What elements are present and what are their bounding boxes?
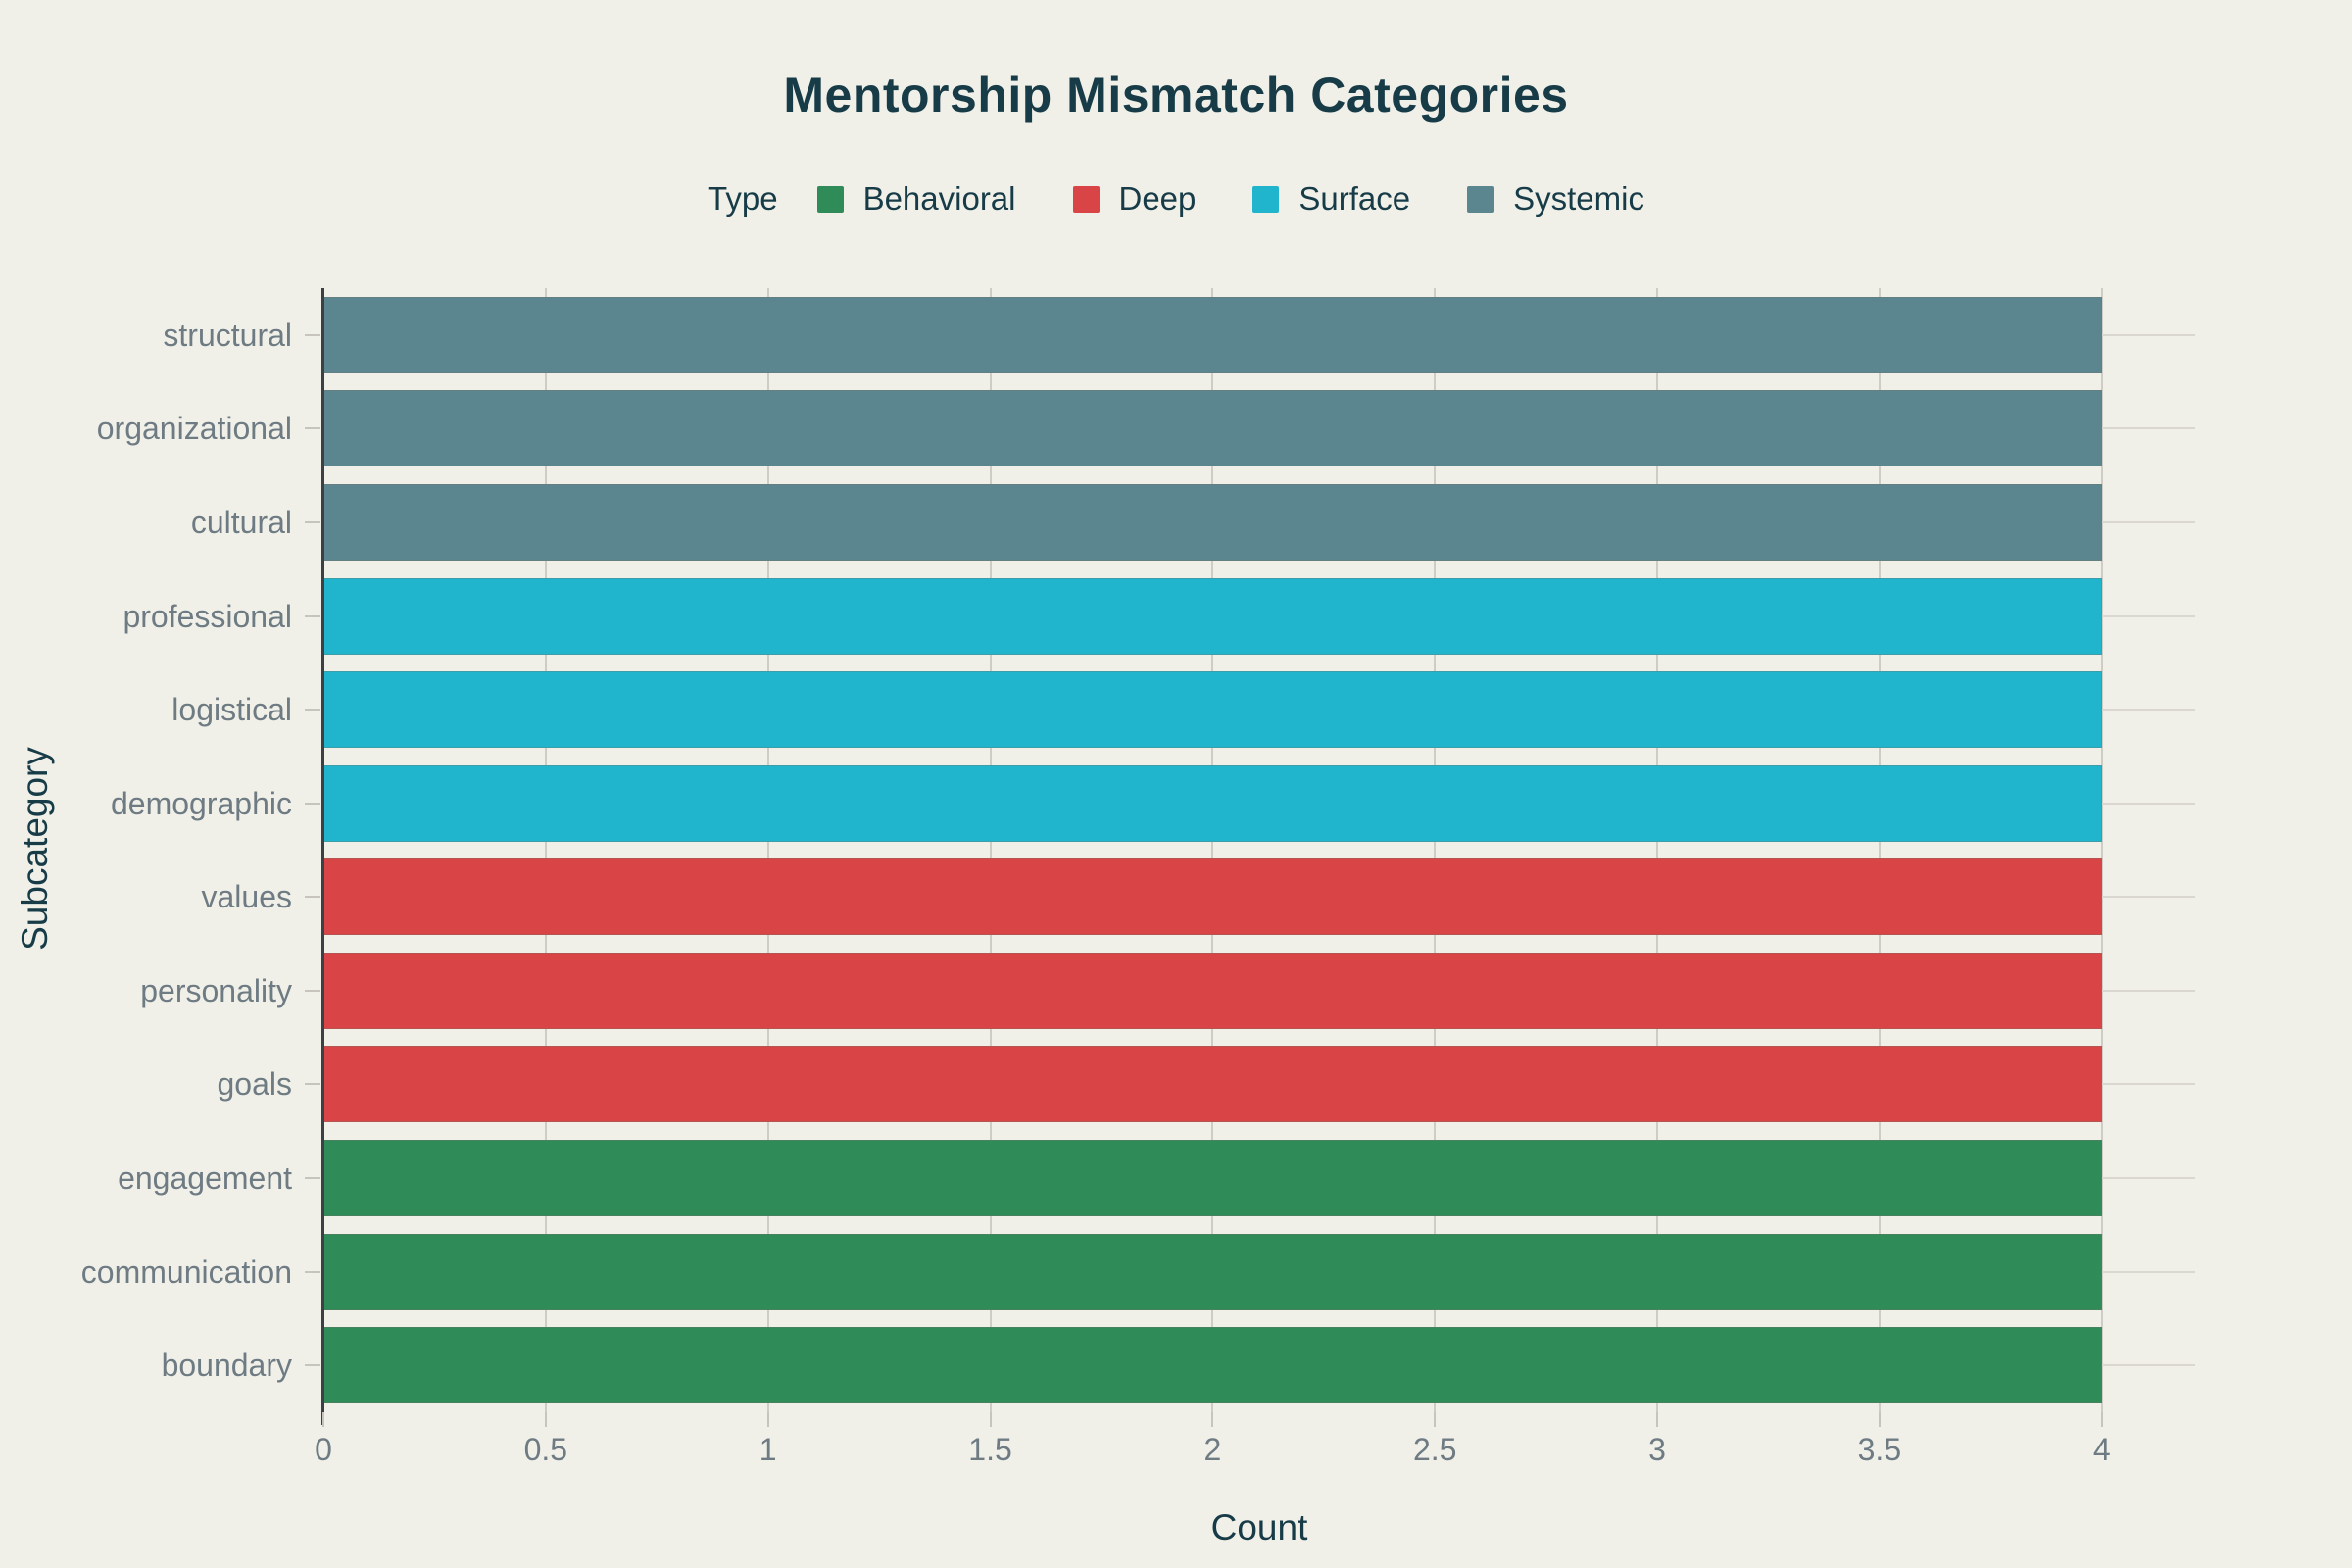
legend-item[interactable]: Deep	[1072, 180, 1197, 218]
y-tick-label: structural	[163, 317, 292, 353]
y-tick-label: professional	[122, 598, 292, 634]
x-gridline	[1211, 288, 1214, 1412]
chart-title: Mentorship Mismatch Categories	[783, 68, 1569, 122]
x-gridline	[2100, 288, 2103, 1412]
x-tick-mark	[2100, 1412, 2103, 1427]
y-tick-mark	[305, 1364, 320, 1367]
legend-item-label: Surface	[1298, 180, 1411, 217]
y-tick-mark	[305, 1270, 320, 1273]
y-tick-label: demographic	[111, 785, 292, 821]
bar[interactable]	[323, 577, 2102, 655]
y-axis-title: Subcategory	[15, 747, 55, 951]
x-gridline	[544, 288, 547, 1412]
bar[interactable]	[323, 1327, 2102, 1404]
x-tick-label: 3	[1648, 1432, 1666, 1467]
x-tick-label: 1.5	[968, 1432, 1012, 1467]
x-tick-label: 2.5	[1412, 1432, 1457, 1467]
y-tick-mark	[305, 1177, 320, 1180]
y-tick-label: values	[201, 879, 293, 915]
y-tick-label: communication	[80, 1253, 292, 1290]
x-tick-mark	[766, 1412, 769, 1427]
y-tick-mark	[305, 614, 320, 617]
x-tick-mark	[1878, 1412, 1881, 1427]
x-gridline	[1878, 288, 1881, 1412]
y-tick-label: personality	[140, 972, 292, 1008]
legend-swatch	[1072, 185, 1100, 213]
x-gridline	[1656, 288, 1659, 1412]
x-tick-label: 1	[759, 1432, 777, 1467]
bar[interactable]	[323, 952, 2102, 1029]
legend-swatch	[1467, 185, 1494, 213]
y-tick-label: goals	[217, 1066, 293, 1102]
y-tick-mark	[305, 427, 320, 430]
y-tick-mark	[305, 896, 320, 899]
legend-item[interactable]: Systemic	[1467, 180, 1644, 218]
bar[interactable]	[323, 1140, 2102, 1217]
legend-item[interactable]: Behavioral	[816, 180, 1016, 218]
y-tick-mark	[305, 709, 320, 711]
x-gridline	[1434, 288, 1437, 1412]
legend-swatch	[1252, 185, 1280, 213]
legend-item-label: Behavioral	[862, 180, 1016, 217]
x-axis-title: Count	[1210, 1507, 1308, 1547]
bar[interactable]	[323, 764, 2102, 842]
x-gridline	[766, 288, 769, 1412]
bar[interactable]	[323, 1233, 2102, 1310]
y-tick-label: logistical	[172, 692, 292, 728]
x-tick-label: 0	[315, 1432, 332, 1467]
x-tick-mark	[1434, 1412, 1437, 1427]
legend-item[interactable]: Surface	[1252, 180, 1410, 218]
bar[interactable]	[323, 296, 2102, 373]
y-tick-label: engagement	[118, 1160, 292, 1197]
bar[interactable]	[323, 671, 2102, 749]
plot-area	[323, 288, 2195, 1412]
y-tick-mark	[305, 989, 320, 992]
bar[interactable]	[323, 390, 2102, 467]
x-tick-label: 3.5	[1857, 1432, 1902, 1467]
bar[interactable]	[323, 858, 2102, 936]
bar[interactable]	[323, 483, 2102, 561]
legend-title: Type	[708, 180, 778, 217]
y-tick-label: cultural	[190, 504, 292, 540]
x-tick-mark	[1656, 1412, 1659, 1427]
y-tick-mark	[305, 333, 320, 336]
y-tick-mark	[305, 1083, 320, 1086]
x-tick-label: 0.5	[523, 1432, 568, 1467]
x-tick-mark	[544, 1412, 547, 1427]
x-tick-label: 2	[1203, 1432, 1222, 1467]
x-tick-mark	[989, 1412, 992, 1427]
bar[interactable]	[323, 1046, 2102, 1123]
x-gridline	[989, 288, 992, 1412]
legend-item-label: Systemic	[1513, 180, 1644, 217]
y-tick-label: organizational	[96, 411, 292, 447]
x-tick-label: 4	[2092, 1432, 2111, 1467]
y-axis-line	[321, 288, 324, 1425]
x-tick-mark	[1211, 1412, 1214, 1427]
legend: Type Behavioral Deep Surface Systemic	[0, 180, 2352, 218]
y-tick-label: boundary	[161, 1348, 292, 1384]
x-tick-mark	[322, 1412, 324, 1427]
y-tick-mark	[305, 802, 320, 805]
y-tick-mark	[305, 520, 320, 523]
legend-items: Behavioral Deep Surface Systemic	[816, 180, 1644, 218]
legend-swatch	[816, 185, 844, 213]
legend-item-label: Deep	[1118, 180, 1197, 217]
